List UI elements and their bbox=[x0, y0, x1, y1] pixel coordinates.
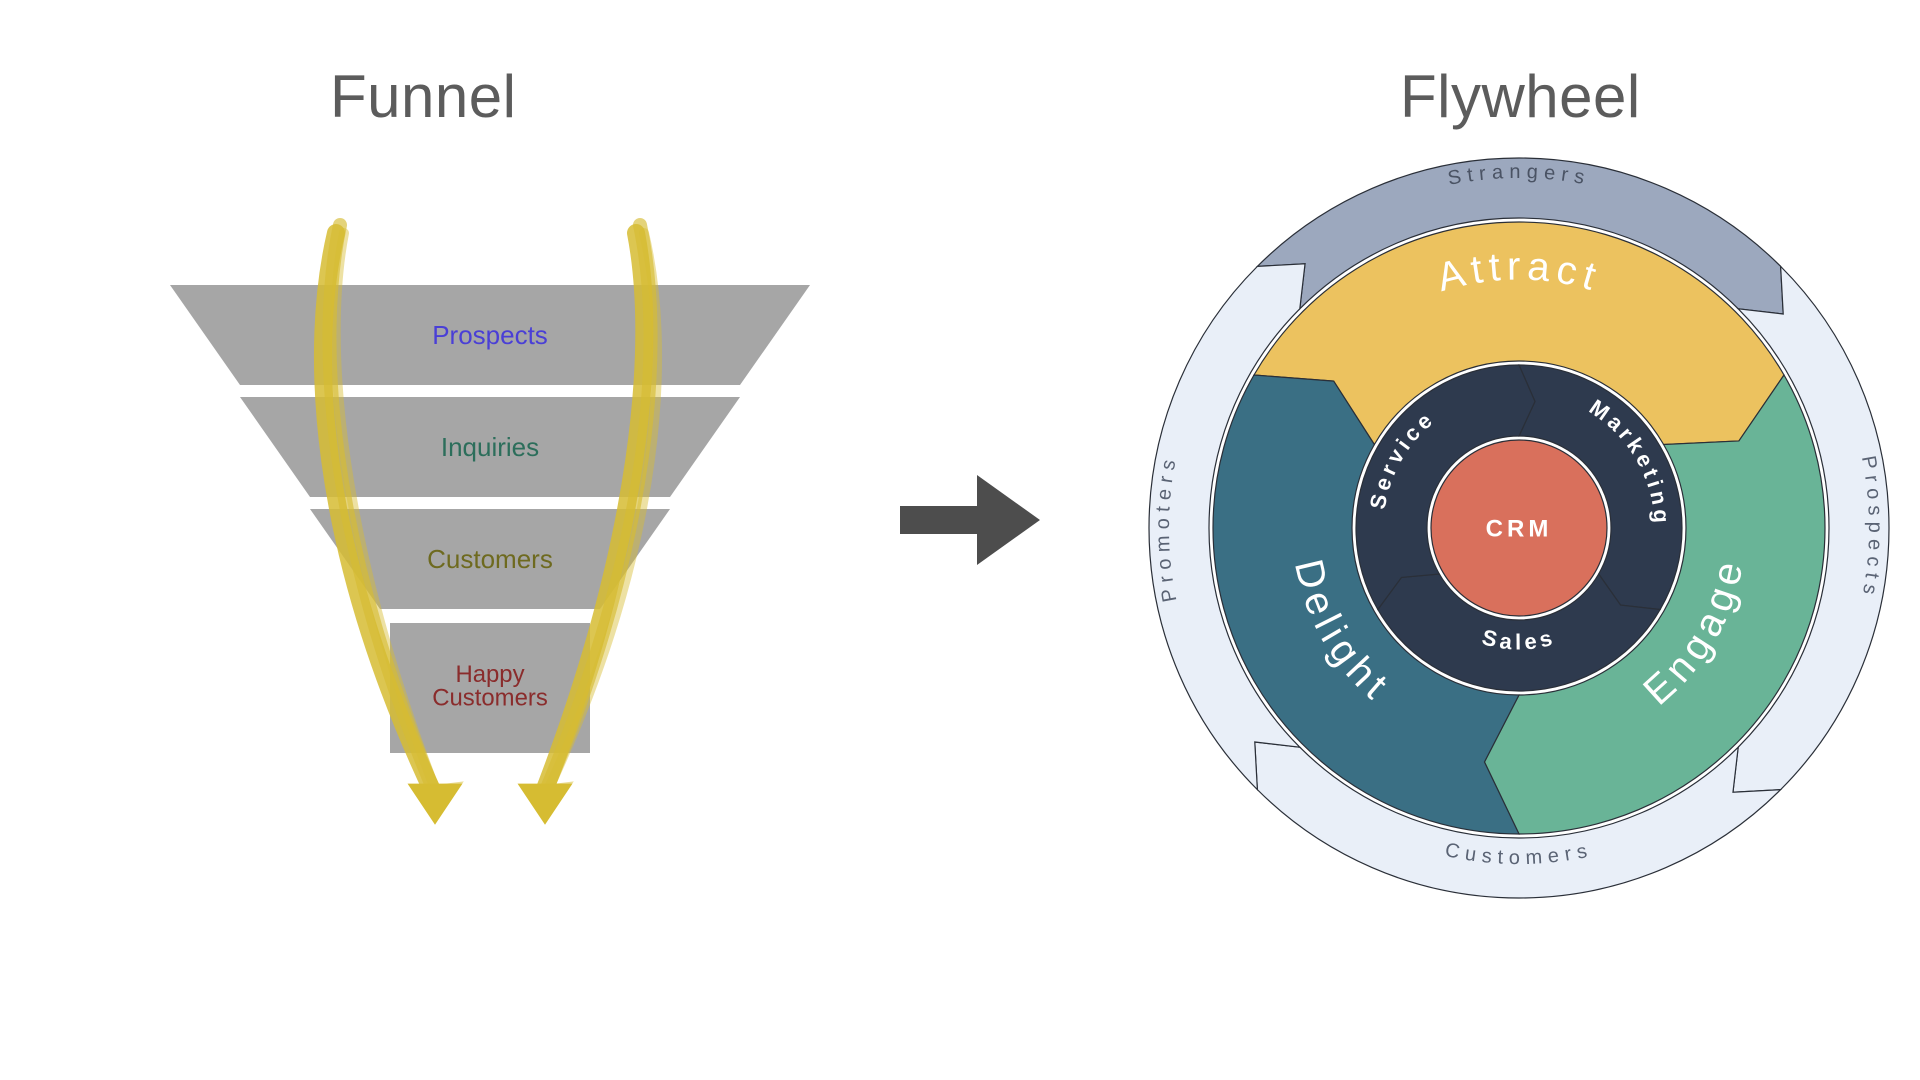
flywheel-diagram: StrangersProspectsCustomersPromotersAttr… bbox=[0, 0, 1920, 1080]
diagram-stage: Funnel Flywheel ProspectsInquiriesCustom… bbox=[0, 0, 1920, 1080]
flywheel-core-label: CRM bbox=[1486, 515, 1553, 542]
